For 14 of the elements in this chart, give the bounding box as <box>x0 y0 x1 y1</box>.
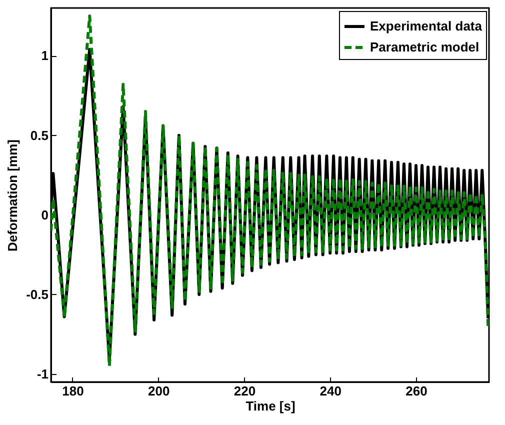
y-tick-label: -1 <box>36 366 48 382</box>
x-tick-label: 260 <box>406 384 428 398</box>
x-tick-label: 240 <box>320 384 342 398</box>
y-tick-label: -0.5 <box>26 286 48 302</box>
y-axis-title: Deformation [mm] <box>5 140 20 252</box>
y-tick-label: 0.5 <box>30 128 48 143</box>
x-axis-title: Time [s] <box>246 398 296 414</box>
x-tick-label: 220 <box>234 384 256 398</box>
y-tick-label: 1 <box>41 48 48 64</box>
x-tick-label: 180 <box>62 384 84 398</box>
x-tick-label: 200 <box>148 384 170 398</box>
legend-label: Experimental data <box>370 18 483 34</box>
y-tick-label: 0 <box>41 207 48 222</box>
legend-label: Parametric model <box>370 40 480 54</box>
